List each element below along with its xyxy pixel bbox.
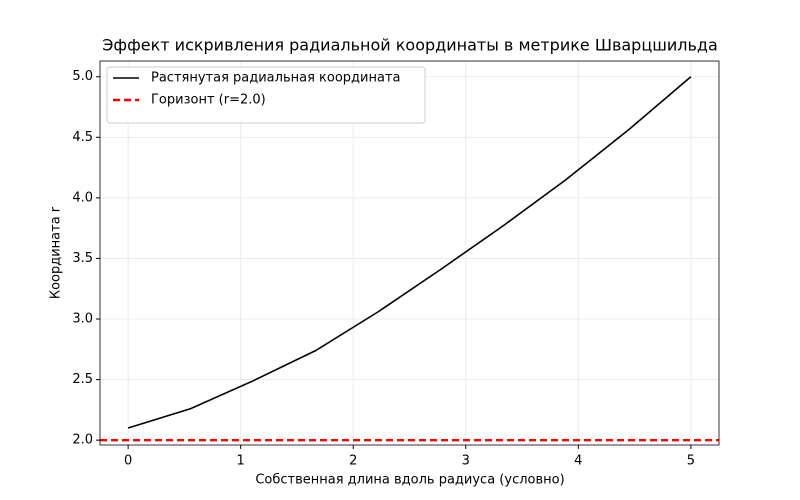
chart-title: Эффект искривления радиальной координаты… (102, 36, 718, 55)
y-tick-label: 4.5 (72, 130, 93, 145)
y-tick-label: 4.0 (72, 190, 93, 205)
axes-frame (99, 60, 720, 446)
y-tick-label: 5.0 (72, 69, 93, 84)
x-tick-label: 2 (349, 454, 357, 469)
line-series (127, 76, 692, 429)
y-tick-label: 2.5 (72, 372, 93, 387)
x-tick-label: 1 (237, 454, 245, 469)
y-tick-label: 3.5 (72, 251, 93, 266)
x-axis-label: Собственная длина вдоль радиуса (условно… (255, 473, 564, 488)
legend-box (106, 66, 426, 124)
x-tick-label: 3 (462, 454, 470, 469)
y-axis-label: Координата r (49, 206, 64, 299)
legend-label: Горизонт (r=2.0) (151, 93, 266, 108)
x-tick-label: 5 (687, 454, 695, 469)
legend-label: Растянутая радиальная координата (151, 71, 401, 86)
x-tick-label: 4 (574, 454, 582, 469)
x-tick-label: 0 (124, 454, 132, 469)
y-tick-label: 3.0 (72, 312, 93, 327)
y-tick-label: 2.0 (72, 433, 93, 448)
